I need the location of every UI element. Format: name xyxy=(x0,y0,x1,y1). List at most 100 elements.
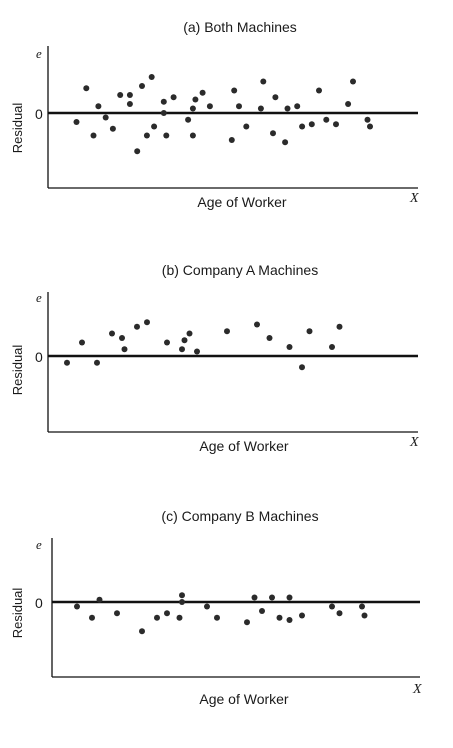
residual-point xyxy=(285,106,291,112)
residual-point xyxy=(83,85,89,91)
residual-point xyxy=(299,124,305,130)
residual-point xyxy=(127,101,133,107)
residual-point xyxy=(200,90,206,96)
residual-point xyxy=(365,117,371,123)
panel-a-y-tick-zero: 0 xyxy=(35,106,43,122)
residual-point xyxy=(179,592,185,598)
residual-point xyxy=(337,324,343,330)
panel-c-x-variable: X xyxy=(412,682,422,697)
residual-point xyxy=(299,364,305,370)
residual-point xyxy=(134,148,140,154)
residual-point xyxy=(204,604,210,610)
panel-a-y-variable: e xyxy=(36,46,42,61)
panel-b-points xyxy=(64,319,343,370)
residual-point xyxy=(362,613,368,619)
residual-point xyxy=(287,617,293,623)
panel-b-y-variable: e xyxy=(36,290,42,305)
residual-point xyxy=(244,619,250,625)
residual-point xyxy=(94,360,100,366)
residual-point xyxy=(252,595,258,601)
residual-point xyxy=(287,344,293,350)
residual-point xyxy=(144,133,150,139)
residual-point xyxy=(367,124,373,130)
residual-point xyxy=(127,92,133,98)
panel-b-y-tick-zero: 0 xyxy=(35,349,43,365)
residual-point xyxy=(272,94,278,100)
residual-point xyxy=(139,628,145,634)
residual-point xyxy=(192,97,198,103)
residual-point xyxy=(134,324,140,330)
residual-point xyxy=(269,595,275,601)
residual-point xyxy=(316,88,322,94)
residual-point xyxy=(179,346,185,352)
residual-point xyxy=(179,599,185,605)
residual-point xyxy=(345,101,351,107)
panel-c-y-variable: e xyxy=(36,537,42,552)
residual-point xyxy=(294,103,300,109)
residual-point xyxy=(103,115,109,121)
residual-point xyxy=(260,79,266,85)
residual-point xyxy=(110,126,116,132)
residual-point xyxy=(151,124,157,130)
panel-a-y-axis-label: Residual xyxy=(10,103,25,154)
residual-point xyxy=(309,121,315,127)
panel-a-x-axis-label: Age of Worker xyxy=(197,194,287,210)
residual-point xyxy=(109,331,115,337)
residual-point xyxy=(229,137,235,143)
panel-b-title: (b) Company A Machines xyxy=(162,262,318,278)
residual-point xyxy=(287,595,293,601)
residual-point xyxy=(177,615,183,621)
residual-point xyxy=(185,117,191,123)
residual-point xyxy=(207,103,213,109)
residual-point xyxy=(91,133,97,139)
panel-c-points xyxy=(74,592,368,634)
residual-point xyxy=(270,130,276,136)
residual-point xyxy=(190,106,196,112)
residual-point xyxy=(323,117,329,123)
residual-point xyxy=(350,79,356,85)
residual-point xyxy=(144,319,150,325)
panel-a-x-variable: X xyxy=(409,191,419,206)
panel-b-x-axis-label: Age of Worker xyxy=(199,438,289,454)
residual-point xyxy=(243,124,249,130)
panel-a: (a) Both Machines e 0 Residual Age of Wo… xyxy=(10,19,419,210)
residual-point xyxy=(307,328,313,334)
panel-c-y-tick-zero: 0 xyxy=(35,595,43,611)
panel-c: (c) Company B Machines e 0 Residual Age … xyxy=(10,508,422,707)
residual-point xyxy=(254,322,260,328)
residual-point xyxy=(139,83,145,89)
residual-point xyxy=(154,615,160,621)
residual-point xyxy=(163,133,169,139)
residual-point xyxy=(214,615,220,621)
residual-point xyxy=(282,139,288,145)
residual-point xyxy=(117,92,123,98)
residual-point xyxy=(182,337,188,343)
residual-point xyxy=(122,346,128,352)
residual-point xyxy=(161,110,167,116)
residual-point xyxy=(164,610,170,616)
residual-point xyxy=(89,615,95,621)
residual-point xyxy=(329,344,335,350)
residual-point xyxy=(95,103,101,109)
residual-point xyxy=(79,340,85,346)
panel-c-x-axis-label: Age of Worker xyxy=(199,691,289,707)
residual-point xyxy=(190,133,196,139)
panel-b-x-variable: X xyxy=(409,435,419,450)
residual-point xyxy=(171,94,177,100)
residual-point xyxy=(64,360,70,366)
residual-point xyxy=(231,88,237,94)
residual-point xyxy=(258,106,264,112)
residual-point xyxy=(149,74,155,80)
residual-point xyxy=(299,613,305,619)
residual-point xyxy=(74,119,80,125)
residual-point xyxy=(187,331,193,337)
residual-point xyxy=(329,604,335,610)
residual-point xyxy=(119,335,125,341)
residual-point xyxy=(164,340,170,346)
panel-b-y-axis-label: Residual xyxy=(10,345,25,396)
residual-point xyxy=(359,604,365,610)
residual-point xyxy=(267,335,273,341)
panel-b: (b) Company A Machines e 0 Residual Age … xyxy=(10,262,419,454)
